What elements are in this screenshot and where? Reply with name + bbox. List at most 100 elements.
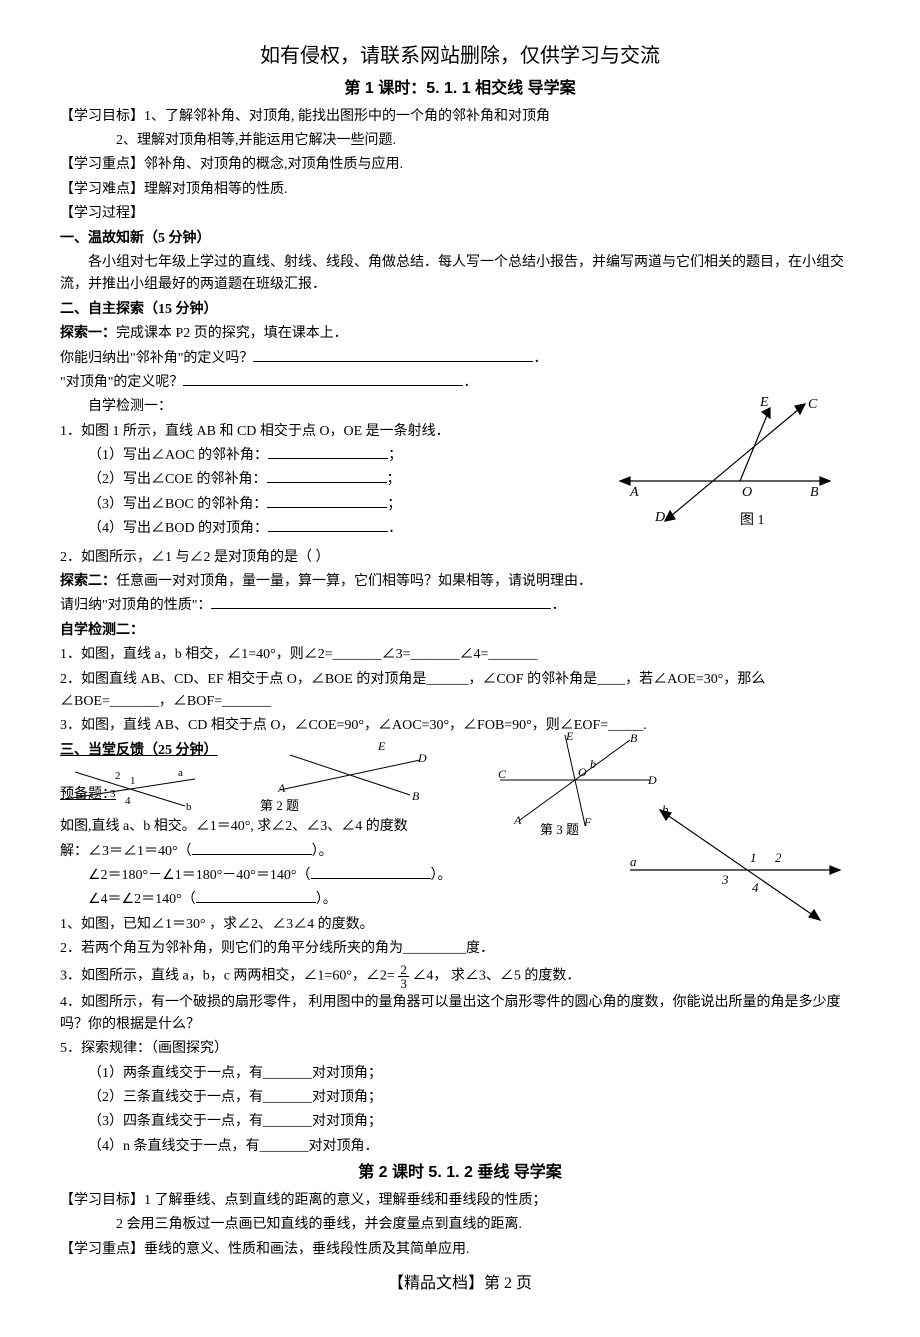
cq5-1: （1）两条直线交于一点，有_______对对顶角；: [60, 1063, 860, 1085]
sol-1: 解：∠3＝∠1＝40°（: [60, 844, 192, 859]
fig3-F: F: [583, 815, 592, 829]
q1-3: （3）写出∠BOC 的邻补角：: [88, 497, 267, 512]
figab-2: 2: [775, 850, 782, 865]
paren: ）。: [312, 844, 333, 859]
st2-q2: 2．如图直线 AB、CD、EF 相交于点 O，∠BOE 的对顶角是______，…: [60, 669, 860, 714]
s2-title: 二、自主探索（15 分钟）: [60, 299, 860, 321]
blank: [253, 348, 533, 362]
l2-keypoint-label: 【学习重点】: [60, 1242, 144, 1257]
s1-body: 各小组对七年级上学过的直线、射线、线段、角做总结．每人写一个总结小报告，并编写两…: [60, 252, 860, 297]
l2-obj-1: 1 了解垂线、点到直线的距离的意义，理解垂线和垂线段的性质；: [144, 1193, 547, 1208]
figure-ab: a b 1 2 3 4: [620, 800, 850, 938]
cq3a: 3．如图所示，直线 a，b，c 两两相交，∠1=60°，∠2=: [60, 968, 395, 983]
blank: [311, 865, 431, 879]
blank: [211, 595, 551, 609]
fig1-D: D: [654, 510, 665, 525]
l2-keypoint: 垂线的意义、性质和画法，垂线段性质及其简单应用.: [144, 1242, 470, 1257]
difficulty-label: 【学习难点】: [60, 182, 144, 197]
fs-4: 4: [125, 795, 131, 807]
blank: [192, 841, 312, 855]
objective-2: 2、理解对顶角相等,并能运用它解决一些问题.: [60, 130, 860, 152]
lesson1-title: 第 1 课时：5. 1. 1 相交线 导学案: [60, 76, 860, 102]
s1-title: 一、温故知新（5 分钟）: [60, 228, 860, 250]
figure-small: a b 1 2 3 4: [60, 764, 200, 814]
q-duiding: "对顶角"的定义呢？: [60, 375, 183, 390]
objective-block: 【学习目标】1、了解邻补角、对顶角, 能找出图形中的一个角的邻补角和对顶角: [60, 106, 860, 128]
explore2-label: 探索二：: [60, 574, 116, 589]
fig3-B: B: [630, 731, 638, 745]
blank: [267, 469, 387, 483]
num: 2: [398, 963, 409, 977]
st2-q3: 3．如图，直线 AB、CD 相交于点 O，∠COE=90°，∠AOC=30°，∠…: [60, 715, 860, 737]
blank: [267, 494, 387, 508]
q1-2: （2）写出∠COE 的邻补角：: [88, 472, 267, 487]
fs-b: b: [186, 801, 192, 813]
difficulty-row: 【学习难点】理解对顶角相等的性质.: [60, 179, 860, 201]
explore1-row: 探索一：完成课本 P2 页的探究，填在课本上．: [60, 323, 860, 345]
figab-1: 1: [750, 850, 757, 865]
fig3-E: E: [565, 730, 574, 743]
figure-1: A B C D E O 图 1: [610, 396, 840, 534]
cq3b: ∠4， 求∠3、∠5 的度数．: [412, 968, 580, 983]
fig1-B: B: [810, 485, 819, 500]
den: 3: [398, 977, 409, 990]
fs-2: 2: [115, 770, 121, 782]
q-linbu-row: 你能归纳出"邻补角"的定义吗？．: [60, 348, 860, 370]
explore1-label: 探索一：: [60, 326, 116, 341]
sol-2: ∠2＝180°－∠1＝180°－40°＝140°（: [88, 868, 311, 883]
fs-1: 1: [130, 775, 136, 787]
cq2: 2．若两个角互为邻补角，则它们的角平分线所夹的角为_________度．: [60, 938, 860, 960]
cq5-3: （3）四条直线交于一点，有_______对对顶角；: [60, 1111, 860, 1133]
selftest2-label: 自学检测二：: [60, 620, 860, 642]
paren: ）。: [431, 868, 452, 883]
blank: [268, 445, 388, 459]
fs-a: a: [178, 767, 183, 779]
cq5-2: （2）三条直线交于一点，有_______对对顶角；: [60, 1087, 860, 1109]
fig1-A: A: [629, 485, 639, 500]
st2-q1: 1．如图，直线 a，b 相交，∠1=40°，则∠2=_______∠3=____…: [60, 644, 860, 666]
cq5-4: （4）n 条直线交于一点，有_______对对顶角．: [60, 1136, 860, 1158]
fig1-O: O: [742, 485, 752, 500]
cq4: 4．如图所示，有一个破损的扇形零件， 利用图中的量角器可以量出这个扇形零件的圆心…: [60, 992, 860, 1037]
explore2-text: 任意画一对对顶角，量一量，算一算，它们相等吗？如果相等，请说明理由．: [116, 574, 592, 589]
fig-E: E: [377, 740, 386, 753]
figab-a: a: [630, 854, 637, 869]
header-notice: 如有侵权，请联系网站删除，仅供学习与交流: [60, 40, 860, 72]
keypoint-label: 【学习重点】: [60, 157, 144, 172]
objective-label: 【学习目标】: [60, 109, 144, 124]
fig1-C: C: [808, 397, 818, 412]
l2-keypoint-row: 【学习重点】垂线的意义、性质和画法，垂线段性质及其简单应用.: [60, 1239, 860, 1261]
blank: [196, 889, 316, 903]
fig1-E: E: [759, 396, 769, 410]
summarize-row: 请归纳"对顶角的性质"：．: [60, 595, 860, 617]
l2-obj-row: 【学习目标】1 了解垂线、点到直线的距离的意义，理解垂线和垂线段的性质；: [60, 1190, 860, 1212]
figab-4: 4: [752, 880, 759, 895]
blank: [183, 372, 463, 386]
explore2-row: 探索二：任意画一对对顶角，量一量，算一算，它们相等吗？如果相等，请说明理由．: [60, 571, 860, 593]
l2-obj-label: 【学习目标】: [60, 1193, 144, 1208]
sol-3: ∠4＝∠2＝140°（: [88, 892, 196, 907]
q1-1: （1）写出∠AOC 的邻补角：: [88, 448, 268, 463]
fig1-caption: 图 1: [740, 513, 765, 526]
summarize: 请归纳"对顶角的性质"：: [60, 598, 211, 613]
figab-3: 3: [721, 872, 729, 887]
process-label: 【学习过程】: [60, 203, 860, 225]
fig3-A: A: [513, 813, 522, 827]
explore1-text: 完成课本 P2 页的探究，填在课本上．: [116, 326, 348, 341]
fig-D: D: [417, 751, 427, 765]
lesson2-title: 第 2 课时 5. 1. 2 垂线 导学案: [60, 1160, 860, 1186]
difficulty: 理解对顶角相等的性质.: [144, 182, 288, 197]
fs-3: 3: [110, 788, 116, 800]
cq3-row: 3．如图所示，直线 a，b，c 两两相交，∠1=60°，∠2= 23 ∠4， 求…: [60, 963, 860, 990]
keypoint-row: 【学习重点】邻补角、对顶角的概念,对顶角性质与应用.: [60, 154, 860, 176]
q2: 2．如图所示，∠1 与∠2 是对顶角的是（ ）: [60, 547, 860, 569]
page-footer: 【精品文档】第 2 页: [60, 1271, 860, 1297]
fig3-caption: 第 3 题: [540, 820, 579, 841]
l2-obj-2: 2 会用三角板过一点画已知直线的垂线，并会度量点到直线的距离.: [60, 1214, 860, 1236]
cq5-stem: 5．探索规律：（画图探究）: [60, 1038, 860, 1060]
blank: [268, 518, 388, 532]
s3-title: 三、当堂反馈（25 分钟）: [60, 740, 860, 762]
q-duiding-row: "对顶角"的定义呢？．: [60, 372, 860, 394]
q1-4: （4）写出∠BOD 的对顶角：: [88, 521, 268, 536]
paren: ）。: [316, 892, 337, 907]
